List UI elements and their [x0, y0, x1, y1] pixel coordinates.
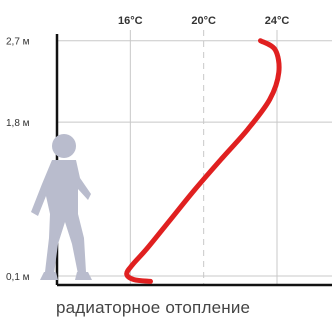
y-tick-labels: 2,7 м 1,8 м 0,1 м	[6, 37, 30, 283]
grid	[57, 30, 332, 285]
y-tick-label-2: 0,1 м	[6, 272, 30, 283]
x-tick-label-1: 20°C	[191, 15, 216, 27]
chart-caption: радиаторное отопление	[56, 298, 250, 317]
x-tick-labels: 16°C 20°C 24°C	[118, 15, 289, 27]
y-tick-label-1: 1,8 м	[6, 118, 30, 129]
person-silhouette-icon	[31, 134, 92, 280]
x-tick-label-2: 24°C	[265, 15, 290, 27]
x-tick-label-0: 16°C	[118, 15, 143, 27]
y-tick-label-0: 2,7 м	[6, 37, 30, 48]
temperature-profile-line	[124, 38, 282, 284]
axes	[55, 34, 332, 287]
